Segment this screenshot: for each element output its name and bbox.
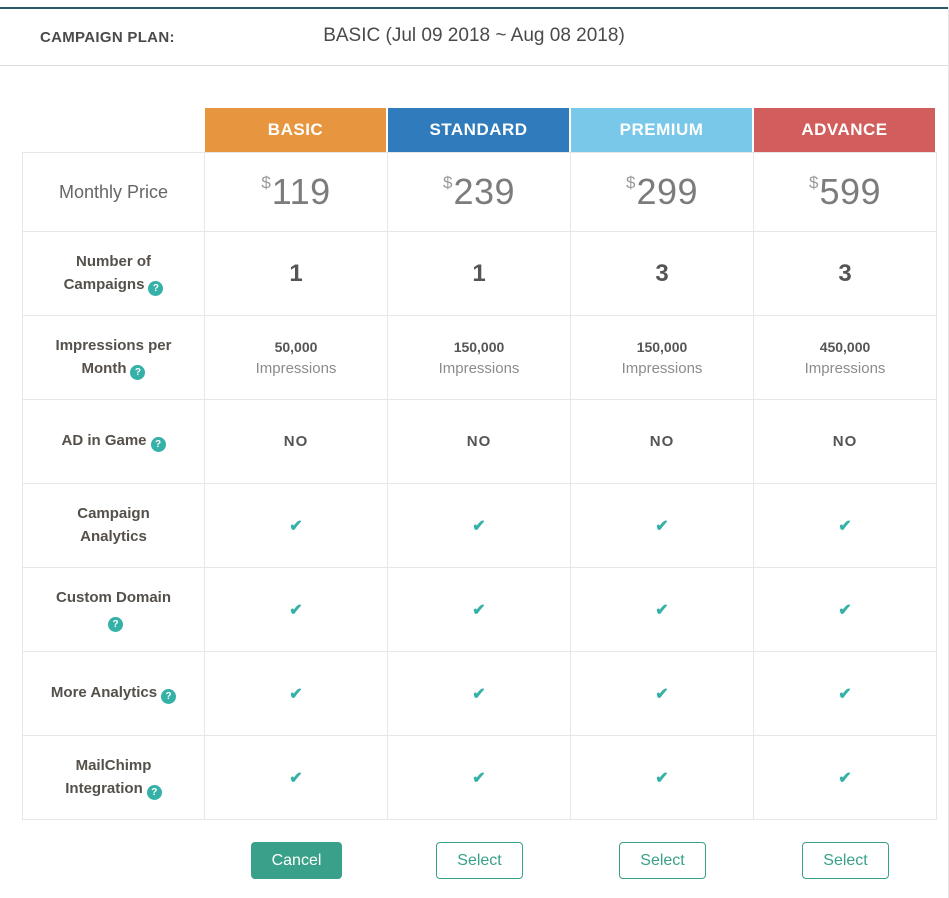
pricing-table: BASIC STANDARD PREMIUM ADVANCE Monthly P… bbox=[22, 108, 937, 820]
feature-label-campaigns: Number of Campaigns? bbox=[22, 232, 205, 316]
analytics-premium: ✔ bbox=[571, 484, 754, 568]
mailchimp-premium: ✔ bbox=[571, 736, 754, 820]
plan-actions: Cancel Select Select Select bbox=[22, 842, 936, 880]
mailchimp-advance: ✔ bbox=[754, 736, 937, 820]
analytics-advance: ✔ bbox=[754, 484, 937, 568]
more-standard: ✔ bbox=[388, 652, 571, 736]
plan-header-standard: STANDARD bbox=[388, 108, 571, 152]
plan-header-premium: PREMIUM bbox=[571, 108, 754, 152]
more-premium: ✔ bbox=[571, 652, 754, 736]
help-icon[interactable]: ? bbox=[108, 616, 123, 632]
check-icon: ✔ bbox=[289, 601, 303, 619]
help-icon[interactable]: ? bbox=[161, 689, 177, 705]
check-icon: ✔ bbox=[655, 685, 669, 703]
feature-label-ad-in-game: AD in Game? bbox=[22, 400, 205, 484]
plan-header-advance: ADVANCE bbox=[754, 108, 937, 152]
help-icon[interactable]: ? bbox=[146, 784, 162, 800]
campaigns-basic: 1 bbox=[205, 232, 388, 316]
check-icon: ✔ bbox=[472, 517, 486, 535]
campaigns-standard: 1 bbox=[388, 232, 571, 316]
ad-standard: NO bbox=[388, 400, 571, 484]
campaign-plan-label: CAMPAIGN PLAN: bbox=[40, 29, 175, 46]
check-icon: ✔ bbox=[838, 685, 852, 703]
campaign-plan-value: BASIC (Jul 09 2018 ~ Aug 08 2018) bbox=[323, 25, 625, 46]
check-icon: ✔ bbox=[289, 517, 303, 535]
check-icon: ✔ bbox=[472, 601, 486, 619]
check-icon: ✔ bbox=[655, 601, 669, 619]
check-icon: ✔ bbox=[289, 769, 303, 787]
analytics-basic: ✔ bbox=[205, 484, 388, 568]
impressions-basic: 50,000 Impressions bbox=[205, 316, 388, 400]
analytics-standard: ✔ bbox=[388, 484, 571, 568]
currency-symbol: $ bbox=[808, 173, 819, 192]
campaigns-advance: 3 bbox=[754, 232, 937, 316]
impressions-advance: 450,000 Impressions bbox=[754, 316, 937, 400]
ad-advance: NO bbox=[754, 400, 937, 484]
campaigns-premium: 3 bbox=[571, 232, 754, 316]
help-icon[interactable]: ? bbox=[130, 364, 146, 380]
feature-label-mailchimp: MailChimp Integration? bbox=[22, 736, 205, 820]
check-icon: ✔ bbox=[289, 685, 303, 703]
feature-label-impressions: Impressions per Month? bbox=[22, 316, 205, 400]
price-basic: $119 bbox=[205, 152, 388, 232]
impressions-premium: 150,000 Impressions bbox=[571, 316, 754, 400]
more-basic: ✔ bbox=[205, 652, 388, 736]
impressions-standard: 150,000 Impressions bbox=[388, 316, 571, 400]
select-button-standard[interactable]: Select bbox=[436, 842, 523, 880]
check-icon: ✔ bbox=[655, 517, 669, 535]
select-button-premium[interactable]: Select bbox=[619, 842, 706, 880]
price-premium: $299 bbox=[571, 152, 754, 232]
domain-basic: ✔ bbox=[205, 568, 388, 652]
domain-standard: ✔ bbox=[388, 568, 571, 652]
feature-label-campaign-analytics: Campaign Analytics bbox=[22, 484, 205, 568]
price-standard: $239 bbox=[388, 152, 571, 232]
domain-advance: ✔ bbox=[754, 568, 937, 652]
currency-symbol: $ bbox=[625, 173, 636, 192]
table-corner bbox=[22, 108, 205, 152]
cancel-button-basic[interactable]: Cancel bbox=[250, 842, 343, 880]
mailchimp-basic: ✔ bbox=[205, 736, 388, 820]
check-icon: ✔ bbox=[655, 769, 669, 787]
help-icon[interactable]: ? bbox=[150, 437, 166, 453]
check-icon: ✔ bbox=[838, 517, 852, 535]
price-advance: $599 bbox=[754, 152, 937, 232]
help-icon[interactable]: ? bbox=[148, 280, 164, 296]
check-icon: ✔ bbox=[472, 685, 486, 703]
check-icon: ✔ bbox=[838, 601, 852, 619]
ad-premium: NO bbox=[571, 400, 754, 484]
select-button-advance[interactable]: Select bbox=[802, 842, 889, 880]
mailchimp-standard: ✔ bbox=[388, 736, 571, 820]
currency-symbol: $ bbox=[261, 173, 271, 192]
plan-header-basic: BASIC bbox=[205, 108, 388, 152]
campaign-plan-bar: CAMPAIGN PLAN: BASIC (Jul 09 2018 ~ Aug … bbox=[0, 7, 948, 66]
more-advance: ✔ bbox=[754, 652, 937, 736]
feature-label-monthly-price: Monthly Price bbox=[22, 152, 205, 232]
domain-premium: ✔ bbox=[571, 568, 754, 652]
check-icon: ✔ bbox=[472, 769, 486, 787]
check-icon: ✔ bbox=[838, 769, 852, 787]
feature-label-more-analytics: More Analytics? bbox=[22, 652, 205, 736]
feature-label-custom-domain: Custom Domain? bbox=[22, 568, 205, 652]
ad-basic: NO bbox=[205, 400, 388, 484]
currency-symbol: $ bbox=[442, 173, 453, 192]
